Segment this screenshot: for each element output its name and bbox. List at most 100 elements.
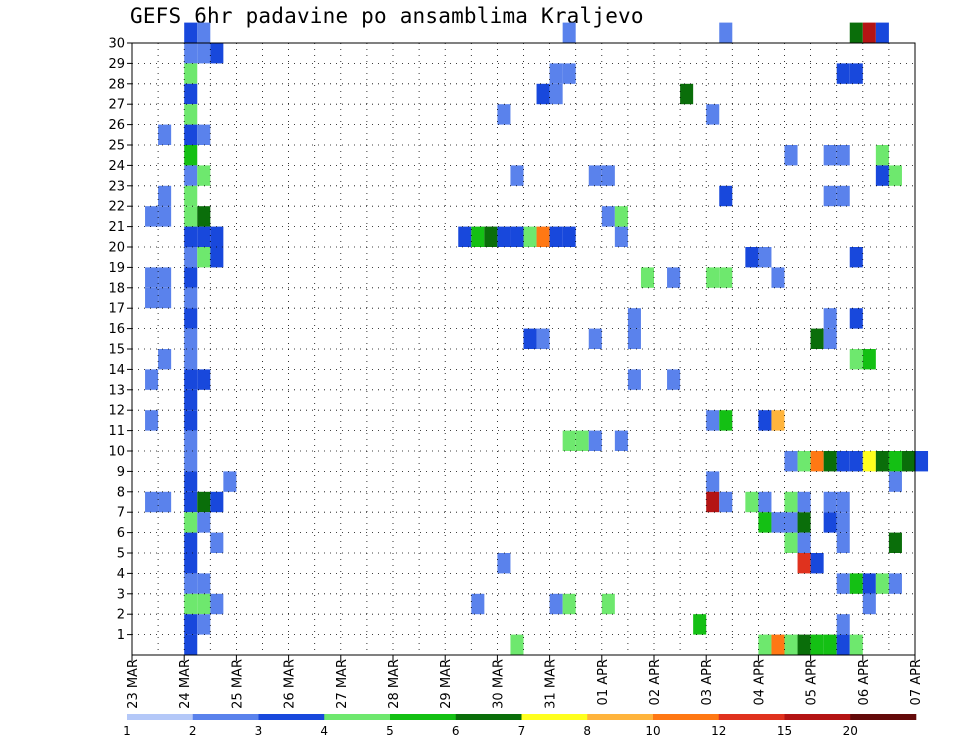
heatmap-cell bbox=[549, 226, 563, 247]
heatmap-cell bbox=[915, 451, 929, 472]
heatmap-cell bbox=[184, 389, 198, 411]
heatmap-cell bbox=[197, 247, 211, 268]
heatmap-cell bbox=[184, 328, 198, 349]
heatmap-cell bbox=[549, 593, 563, 615]
heatmap-cell bbox=[758, 247, 772, 268]
heatmap-cell bbox=[184, 308, 198, 329]
legend-label: 4 bbox=[320, 724, 328, 738]
heatmap-cell bbox=[145, 369, 159, 390]
heatmap-cell bbox=[719, 185, 733, 207]
x-tick-label: 04 APR bbox=[752, 659, 767, 705]
heatmap-cell bbox=[197, 22, 211, 43]
heatmap-cell bbox=[210, 491, 224, 513]
heatmap-cell bbox=[784, 512, 798, 533]
heatmap-cell bbox=[862, 349, 876, 370]
y-tick-label: 13 bbox=[108, 383, 125, 398]
heatmap-cell bbox=[184, 451, 198, 472]
x-tick-label: 25 MAR bbox=[230, 659, 245, 709]
heatmap-cell bbox=[601, 206, 615, 227]
heatmap-cell bbox=[614, 430, 628, 451]
x-tick-label: 27 MAR bbox=[335, 659, 350, 709]
heatmap-cell bbox=[523, 328, 537, 349]
legend-swatch bbox=[784, 714, 851, 720]
y-tick-label: 12 bbox=[108, 404, 125, 419]
heatmap-cell bbox=[836, 145, 850, 166]
heatmap-cell bbox=[784, 532, 798, 553]
heatmap-cell bbox=[197, 43, 211, 64]
heatmap-cell bbox=[536, 328, 550, 349]
legend-label: 8 bbox=[583, 724, 591, 738]
legend-label: 2 bbox=[189, 724, 197, 738]
y-tick-label: 30 bbox=[108, 37, 125, 52]
y-tick-label: 24 bbox=[108, 159, 125, 174]
heatmap-cell bbox=[497, 553, 511, 574]
y-tick-label: 7 bbox=[117, 506, 125, 521]
heatmap-cell bbox=[667, 369, 681, 390]
heatmap-cell bbox=[145, 491, 159, 513]
y-tick-label: 25 bbox=[108, 139, 125, 154]
heatmap-cell bbox=[549, 63, 563, 84]
heatmap-cell bbox=[562, 226, 576, 247]
legend-label: 7 bbox=[518, 724, 526, 738]
heatmap-cell bbox=[745, 491, 759, 513]
y-tick-label: 20 bbox=[108, 241, 125, 256]
heatmap-cell bbox=[810, 451, 824, 472]
heatmap-cell bbox=[184, 43, 198, 64]
heatmap-cell bbox=[184, 83, 198, 105]
heatmap-cell bbox=[784, 634, 798, 655]
heatmap-cell bbox=[875, 22, 889, 43]
heatmap-cell bbox=[210, 532, 224, 553]
heatmap-cell bbox=[862, 451, 876, 472]
heatmap-cell bbox=[771, 267, 785, 288]
heatmap-cell bbox=[823, 512, 837, 533]
heatmap-cell bbox=[823, 185, 837, 207]
heatmap-cell bbox=[810, 553, 824, 574]
heatmap-cell bbox=[836, 491, 850, 513]
heatmap-cell bbox=[836, 512, 850, 533]
y-tick-label: 28 bbox=[108, 77, 125, 92]
y-tick-label: 26 bbox=[108, 118, 125, 133]
heatmap-cell bbox=[497, 226, 511, 247]
heatmap-cell bbox=[210, 593, 224, 615]
heatmap-cell bbox=[184, 573, 198, 594]
heatmap-cell bbox=[549, 83, 563, 105]
legend-swatch bbox=[718, 714, 785, 720]
heatmap-cell bbox=[888, 451, 902, 472]
heatmap-cell bbox=[588, 430, 602, 451]
heatmap-cell bbox=[158, 206, 172, 227]
heatmap-cell bbox=[197, 165, 211, 186]
legend-swatch bbox=[850, 714, 917, 720]
heatmap-cell bbox=[184, 124, 198, 145]
legend-swatch bbox=[258, 714, 325, 720]
y-tick-label: 9 bbox=[117, 465, 125, 480]
heatmap-cell bbox=[823, 145, 837, 166]
heatmap-cell bbox=[797, 512, 811, 533]
heatmap-cell bbox=[836, 532, 850, 553]
y-tick-label: 15 bbox=[108, 343, 125, 358]
x-axis: 23 MAR 24 MAR 25 MAR 26 MAR 27 MAR 28 MAR 29 M… bbox=[126, 655, 924, 709]
heatmap-cell bbox=[849, 634, 863, 655]
cells-layer bbox=[145, 22, 929, 655]
heatmap-cell bbox=[562, 22, 576, 43]
heatmap-cell bbox=[562, 593, 576, 615]
y-tick-label: 14 bbox=[108, 363, 125, 378]
heatmap-cell bbox=[184, 104, 198, 125]
heatmap-cell bbox=[184, 165, 198, 186]
heatmap-cell bbox=[497, 104, 511, 125]
legend-label: 12 bbox=[711, 724, 726, 738]
heatmap-cell bbox=[471, 226, 485, 247]
legend-swatch bbox=[324, 714, 391, 720]
heatmap-cell bbox=[706, 491, 720, 513]
heatmap-cell bbox=[823, 308, 837, 329]
heatmap-cell bbox=[784, 145, 798, 166]
legend-swatch bbox=[653, 714, 720, 720]
heatmap-cell bbox=[771, 512, 785, 533]
heatmap-cell bbox=[197, 226, 211, 247]
heatmap-cell bbox=[197, 124, 211, 145]
heatmap-cell bbox=[145, 206, 159, 227]
legend-label: 6 bbox=[452, 724, 460, 738]
legend-swatch bbox=[455, 714, 522, 720]
x-tick-label: 23 MAR bbox=[126, 659, 141, 709]
y-tick-label: 4 bbox=[117, 567, 125, 582]
